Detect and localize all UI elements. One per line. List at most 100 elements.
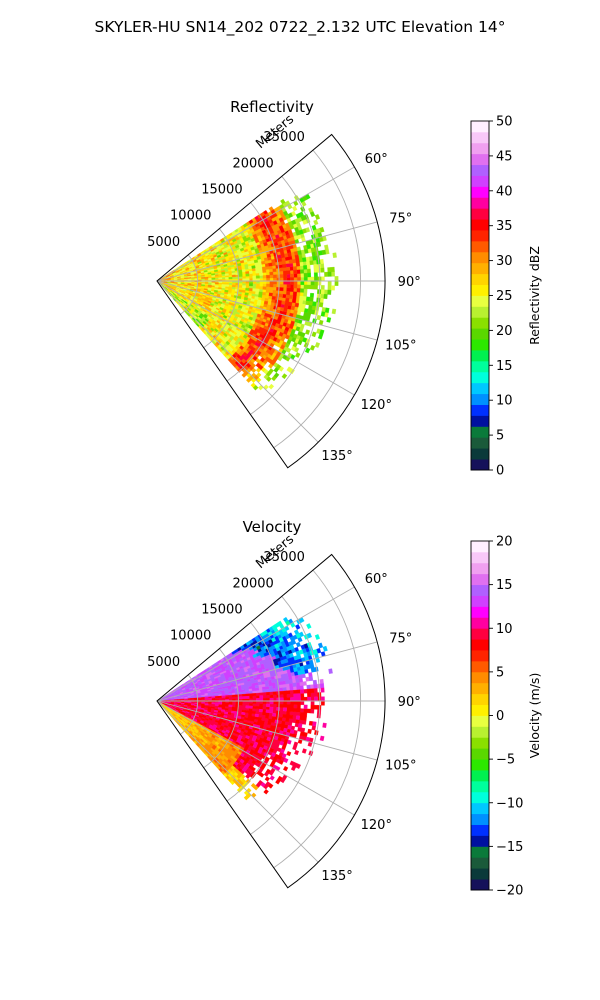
colorbar-segment — [471, 551, 489, 564]
colorbar-segment — [471, 153, 489, 166]
azimuth-spoke — [156, 280, 319, 443]
colorbar-tick-label: 5 — [496, 429, 504, 444]
colorbar-tick-label: 0 — [496, 464, 504, 479]
colorbar-segment — [471, 437, 489, 449]
colorbar-label: Velocity (m/s) — [527, 673, 542, 759]
colorbar-segment — [471, 415, 489, 427]
range-ring — [226, 622, 280, 802]
reflectivity-grid — [156, 133, 386, 469]
colorbar-segment — [471, 448, 489, 460]
colorbar-tick-label: −15 — [496, 840, 523, 855]
azimuth-spoke — [156, 641, 378, 702]
azimuth-spoke — [156, 221, 378, 282]
azimuth-tick-label: 120° — [361, 398, 392, 413]
colorbar-tick-label: −20 — [496, 884, 523, 899]
azimuth-tick-label: 75° — [389, 631, 412, 646]
azimuth-tick-label: 60° — [365, 572, 388, 587]
colorbar-segment — [471, 693, 489, 705]
azimuth-tick-label: 135° — [321, 449, 352, 464]
azimuth-spoke — [156, 700, 319, 863]
colorbar-segment — [471, 382, 489, 395]
range-ring — [180, 674, 199, 735]
colorbar-segment — [471, 868, 489, 880]
colorbar-segment — [471, 175, 489, 187]
colorbar-segment — [471, 791, 489, 804]
azimuth-tick-label: 105° — [385, 759, 416, 774]
colorbar-tick-label: 30 — [496, 254, 513, 269]
reflectivity-title: Reflectivity — [230, 98, 314, 116]
colorbar-segment — [471, 682, 489, 695]
colorbar-segment — [471, 240, 489, 253]
colorbar-segment — [471, 306, 489, 318]
colorbar-segment — [471, 573, 489, 586]
range-ring — [226, 202, 280, 382]
radial-tick-label: 5000 — [147, 235, 180, 250]
colorbar-segment — [471, 879, 489, 891]
colorbar-segment — [471, 295, 489, 307]
colorbar-segment — [471, 584, 489, 596]
field-cell-group — [255, 645, 261, 650]
range-ring — [250, 596, 321, 835]
colorbar-segment — [471, 780, 489, 793]
azimuth-tick-label: 75° — [389, 211, 412, 226]
colorbar-label: Reflectivity dBZ — [527, 246, 542, 345]
colorbar-tick-label: 10 — [496, 622, 513, 637]
colorbar-tick-label: 20 — [496, 535, 513, 550]
colorbar-tick-label: 35 — [496, 219, 513, 234]
azimuth-spoke — [156, 280, 355, 396]
figure-title: SKYLER-HU SN14_202 0722_2.132 UTC Elevat… — [95, 18, 506, 37]
radial-tick-label: 25000 — [264, 550, 305, 565]
colorbar-segment — [471, 186, 489, 198]
colorbar-tick-label: 45 — [496, 149, 513, 164]
range-ring — [273, 569, 362, 869]
colorbar-segment — [471, 671, 489, 684]
velocity-title: Velocity — [243, 518, 302, 536]
colorbar-tick-label: −10 — [496, 796, 523, 811]
range-ring — [180, 254, 199, 315]
reflectivity-panel: Reflectivity 500010000150002000025000Met… — [147, 98, 542, 479]
colorbar-segment — [471, 748, 489, 760]
colorbar-segment — [471, 142, 489, 155]
azimuth-spoke — [156, 586, 355, 702]
radial-tick-label: 5000 — [147, 655, 180, 670]
colorbar-segment — [471, 371, 489, 384]
velocity-field — [156, 616, 333, 801]
colorbar-segment — [471, 606, 489, 618]
azimuth-tick-label: 60° — [365, 152, 388, 167]
colorbar-segment — [471, 628, 489, 640]
colorbar-segment — [471, 426, 489, 438]
colorbar-segment — [471, 459, 489, 471]
reflectivity-colorbar: 0 5 10 15 20 25 30 35 40 45 50 Reflectivity dBZ — [470, 115, 542, 479]
radial-tick-label: 10000 — [170, 209, 211, 224]
colorbar-segment — [471, 164, 489, 176]
range-ring — [250, 176, 321, 415]
radial-tick-label: 15000 — [201, 183, 242, 198]
colorbar-tick-label: 50 — [496, 115, 513, 130]
colorbar-tick-label: 25 — [496, 289, 513, 304]
colorbar-segment — [471, 121, 489, 133]
velocity-grid — [156, 553, 386, 889]
colorbar-segment — [471, 262, 489, 275]
colorbar-segment — [471, 350, 489, 362]
azimuth-spoke — [156, 166, 355, 282]
colorbar-segment — [471, 857, 489, 869]
colorbar-segment — [471, 824, 489, 836]
colorbar-tick-label: 15 — [496, 359, 513, 374]
colorbar-segment — [471, 813, 489, 825]
colorbar-segment — [471, 835, 489, 847]
colorbar-segment — [471, 541, 489, 553]
colorbar-segment — [471, 562, 489, 575]
radial-tick-label: 20000 — [232, 576, 273, 591]
range-ring — [203, 648, 239, 769]
colorbar-tick-label: 5 — [496, 665, 504, 680]
colorbar-segment — [471, 197, 489, 209]
colorbar-segment — [471, 219, 489, 231]
colorbar-segment — [471, 404, 489, 416]
sector-frame — [156, 553, 386, 889]
radial-tick-label: 20000 — [232, 156, 273, 171]
colorbar-tick-label: 40 — [496, 184, 513, 199]
azimuth-tick-label: 90° — [398, 275, 421, 290]
colorbar-segment — [471, 317, 489, 329]
colorbar-segment — [471, 284, 489, 296]
colorbar-segment — [471, 650, 489, 662]
